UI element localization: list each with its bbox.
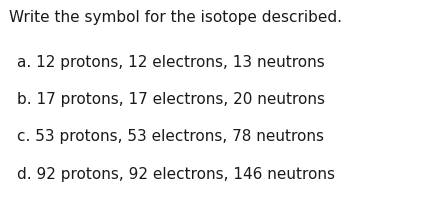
Text: c. 53 protons, 53 electrons, 78 neutrons: c. 53 protons, 53 electrons, 78 neutrons: [17, 129, 323, 144]
Text: Write the symbol for the isotope described.: Write the symbol for the isotope describ…: [9, 10, 341, 25]
Text: b. 17 protons, 17 electrons, 20 neutrons: b. 17 protons, 17 electrons, 20 neutrons: [17, 92, 325, 107]
Text: d. 92 protons, 92 electrons, 146 neutrons: d. 92 protons, 92 electrons, 146 neutron…: [17, 167, 335, 182]
Text: a. 12 protons, 12 electrons, 13 neutrons: a. 12 protons, 12 electrons, 13 neutrons: [17, 55, 324, 70]
